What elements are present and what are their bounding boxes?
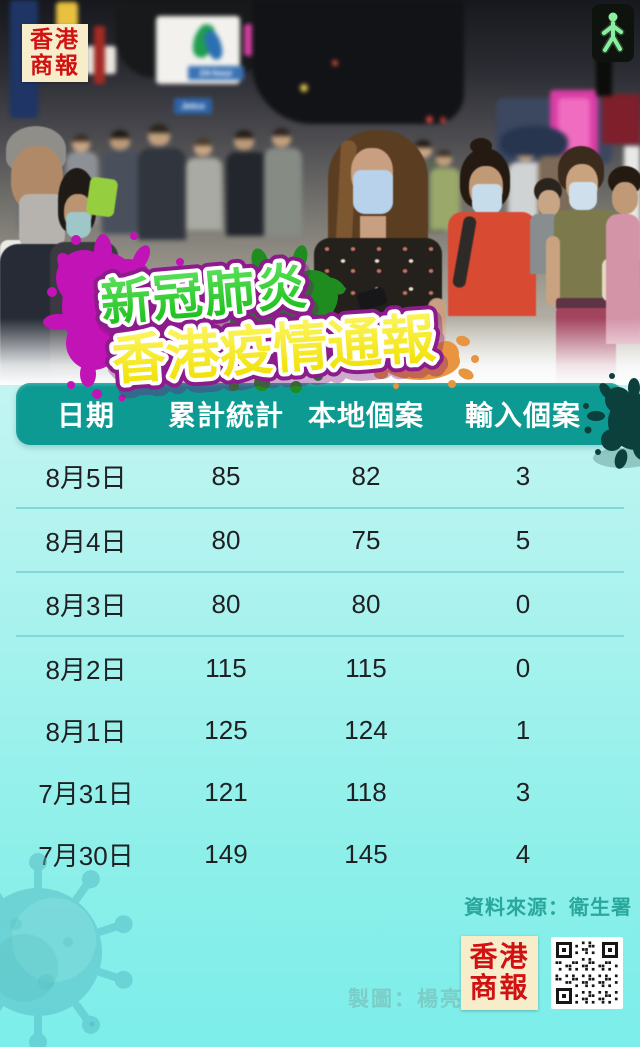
table-row: 8月3日 80 80 0: [16, 573, 624, 637]
footer-logo-line1: 香港: [469, 941, 530, 973]
column-header-local: 本地個案: [307, 400, 424, 431]
crowd-head: [234, 130, 254, 150]
sign-jetco: Jetco: [174, 98, 212, 114]
cell-imported: 0: [515, 652, 531, 683]
masthead-logo-line1: 香港: [30, 27, 80, 53]
crowd-body: [264, 148, 302, 236]
cell-cumulative: 80: [211, 524, 241, 555]
cell-date: 7月31日: [38, 778, 134, 809]
cell-local: 75: [351, 524, 381, 555]
crowd-head: [272, 128, 291, 147]
cell-local: 118: [345, 776, 387, 807]
cell-imported: 5: [515, 524, 531, 555]
cell-imported: 3: [515, 776, 531, 807]
cell-date: 8月2日: [45, 654, 127, 685]
table-row: 7月30日 149 145 4: [16, 823, 624, 885]
traffic-light-red: [426, 116, 433, 123]
masthead-logo: 香港 商報: [22, 24, 88, 82]
table-row: 8月1日 125 124 1: [16, 699, 624, 761]
cell-local: 145: [344, 838, 388, 869]
umbrella: [500, 126, 568, 156]
face-mask: [353, 170, 393, 214]
cell-cumulative: 121: [204, 776, 248, 807]
cell-cumulative: 149: [204, 838, 248, 869]
footer-logo-line2: 商報: [469, 973, 530, 1004]
face-mask: [569, 182, 597, 210]
belt: [556, 298, 616, 310]
crowd-head: [72, 134, 90, 152]
street-crowd-photo: 24-hour Jetco G4S: [0, 0, 640, 385]
signal-pole: [596, 56, 612, 96]
column-header-imported: 輸入個案: [464, 400, 581, 431]
cell-date: 8月1日: [45, 716, 127, 747]
cell-local: 124: [344, 714, 388, 745]
table-row: 8月2日 115 115 0: [16, 637, 624, 699]
storefront-sign: [602, 94, 640, 144]
footer-logo: 香港 商報: [461, 936, 538, 1010]
pedestrian-arm: [546, 236, 560, 306]
credit-label: 製圖：楊亮: [348, 988, 463, 1011]
cell-cumulative: 85: [211, 460, 241, 491]
qr-finder: [556, 942, 618, 1004]
crowd-head: [436, 150, 452, 166]
street-light-dot: [300, 84, 308, 92]
cell-date: 8月4日: [45, 526, 127, 557]
cell-local: 115: [345, 652, 387, 683]
face-mask: [472, 184, 502, 214]
crowd-head: [110, 130, 130, 150]
crowd-body: [186, 158, 222, 230]
awning-dark: [252, 0, 464, 124]
cell-date: 7月30日: [38, 840, 134, 871]
qr-code: [551, 937, 623, 1009]
table-row: 8月5日 85 82 3: [16, 445, 624, 509]
photo-bottom-fade: [0, 318, 640, 385]
traffic-light-red: [440, 117, 446, 123]
cell-imported: 3: [515, 460, 531, 491]
cell-local: 80: [351, 588, 381, 619]
masthead-logo-line2: 商報: [30, 53, 80, 78]
column-header-cumulative: 累計統計: [167, 400, 284, 431]
walk-signal-icon: [592, 4, 634, 62]
storefront-banner: [94, 26, 105, 84]
cell-imported: 1: [515, 714, 531, 745]
data-source-label: 資料來源：衛生署: [464, 897, 632, 919]
column-header-date: 日期: [56, 400, 115, 431]
street-light-dot: [332, 60, 338, 66]
crowd-body: [138, 148, 186, 240]
case-table: 8月5日 85 82 3 8月4日 80 75 5 8月3日 80 80 0 8…: [16, 445, 624, 885]
crowd-head: [148, 124, 170, 146]
table-row: 7月31日 121 118 3: [16, 761, 624, 823]
cell-date: 8月5日: [45, 462, 127, 493]
table-header: 日期 累計統計 本地個案 輸入個案: [16, 383, 624, 445]
cell-cumulative: 115: [205, 652, 247, 683]
pedestrian-face: [612, 182, 638, 214]
sign-24hour: 24-hour: [188, 66, 244, 80]
qr-code-modules: [555, 941, 618, 1004]
face-mask: [19, 194, 65, 250]
table-row: 8月4日 80 75 5: [16, 509, 624, 573]
crowd-head: [194, 138, 212, 156]
cell-date: 8月3日: [45, 590, 127, 621]
face-mask: [66, 212, 91, 238]
green-bag: [85, 176, 119, 218]
crowd-body: [226, 152, 268, 236]
speck: [89, 1021, 95, 1027]
cell-cumulative: 80: [211, 588, 241, 619]
cell-imported: 4: [515, 838, 531, 869]
cell-imported: 0: [515, 588, 531, 619]
pedestrian-face: [538, 190, 560, 216]
cell-cumulative: 125: [204, 714, 248, 745]
cell-local: 82: [351, 460, 381, 491]
